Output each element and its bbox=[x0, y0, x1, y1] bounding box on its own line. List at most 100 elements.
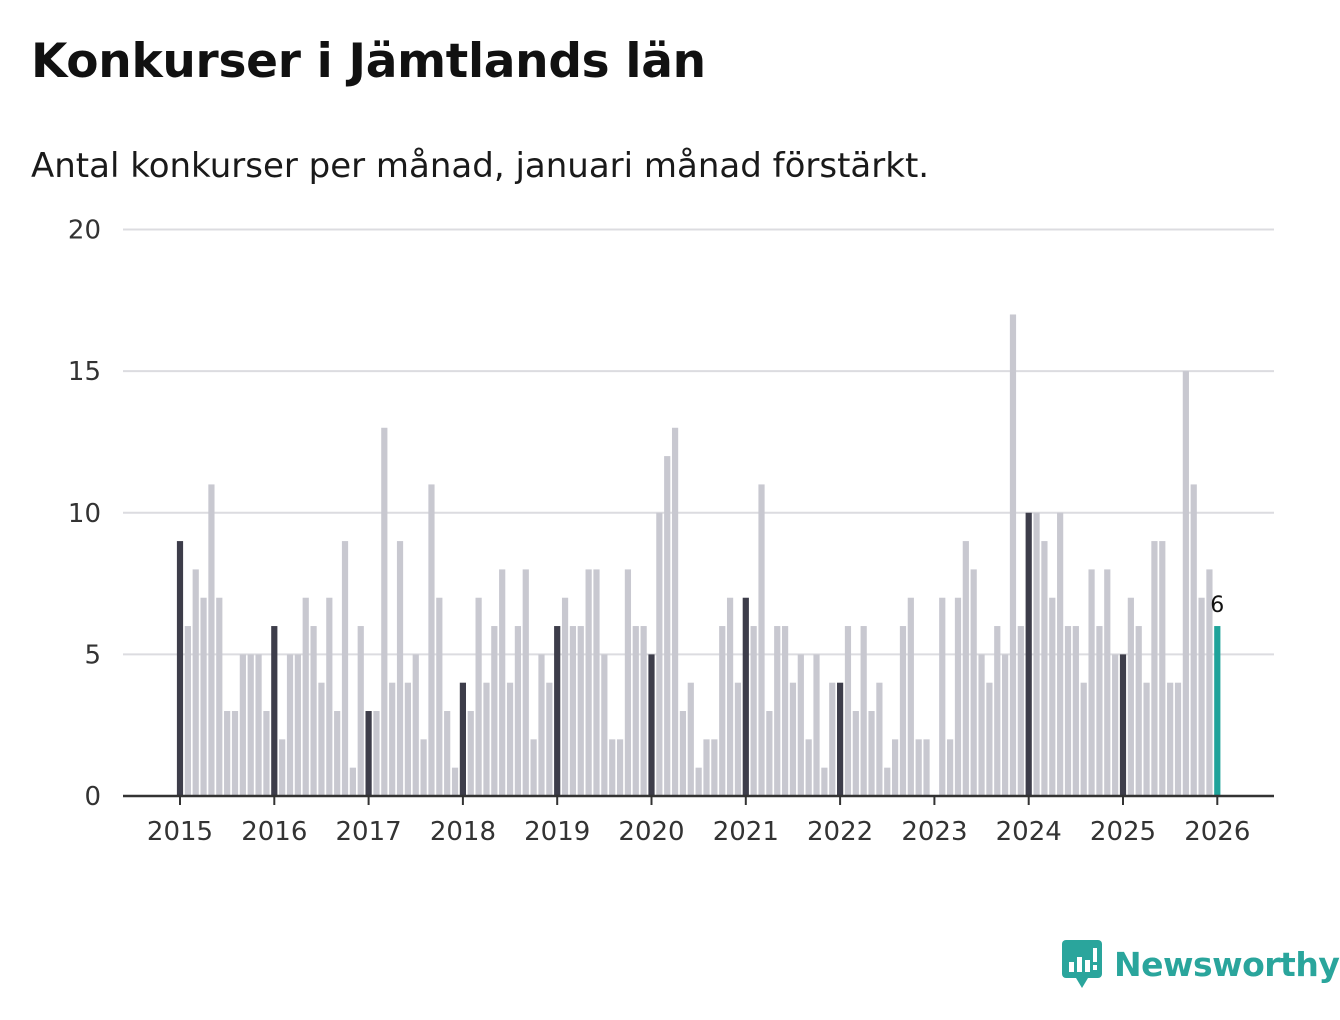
bar bbox=[1182, 371, 1189, 797]
bar bbox=[868, 711, 875, 796]
bar bbox=[341, 541, 349, 796]
bar bbox=[451, 767, 459, 796]
y-tick-label: 15 bbox=[68, 357, 101, 387]
bar bbox=[1127, 597, 1134, 796]
bar bbox=[1033, 512, 1040, 796]
bar bbox=[310, 626, 317, 796]
bar bbox=[1135, 626, 1142, 796]
bar bbox=[216, 597, 223, 796]
bar bbox=[184, 626, 191, 796]
bar bbox=[915, 739, 922, 796]
bar bbox=[758, 484, 765, 796]
bar bbox=[986, 682, 993, 796]
bar bbox=[279, 739, 286, 796]
bar bbox=[1096, 626, 1103, 796]
bar bbox=[530, 739, 537, 796]
bar bbox=[538, 654, 545, 797]
bar bbox=[726, 597, 734, 796]
bar bbox=[506, 682, 514, 796]
bar bbox=[499, 569, 506, 796]
bar bbox=[947, 739, 954, 796]
bar bbox=[428, 484, 435, 796]
bar bbox=[781, 626, 789, 796]
bar bbox=[829, 682, 836, 796]
bar-january bbox=[365, 711, 372, 796]
bar bbox=[1009, 314, 1017, 796]
bar bbox=[852, 711, 859, 796]
bar bbox=[318, 682, 325, 796]
x-tick-label: 2016 bbox=[241, 817, 307, 847]
bar bbox=[569, 626, 577, 796]
bar bbox=[821, 767, 828, 796]
bar bbox=[797, 654, 804, 797]
bar bbox=[899, 626, 907, 796]
bar bbox=[616, 739, 624, 796]
y-tick-label: 5 bbox=[84, 640, 101, 670]
bar bbox=[624, 569, 632, 796]
bar bbox=[774, 626, 781, 796]
bar bbox=[255, 654, 262, 797]
bar bbox=[444, 711, 451, 796]
bar bbox=[334, 711, 341, 796]
bar bbox=[514, 626, 522, 796]
bar bbox=[1112, 654, 1119, 797]
bar bbox=[239, 654, 246, 797]
bar-january bbox=[1119, 654, 1127, 797]
bar bbox=[1206, 569, 1213, 796]
bar bbox=[844, 626, 852, 796]
bar bbox=[420, 739, 427, 796]
y-tick-label: 10 bbox=[68, 499, 101, 529]
x-tick-label: 2026 bbox=[1184, 817, 1250, 847]
bar bbox=[805, 739, 812, 796]
x-tick-label: 2024 bbox=[996, 817, 1062, 847]
bar bbox=[978, 654, 985, 797]
x-tick-label: 2021 bbox=[713, 817, 779, 847]
bar bbox=[1017, 626, 1024, 796]
bar bbox=[750, 626, 757, 796]
bar bbox=[1049, 597, 1056, 796]
bar bbox=[970, 569, 977, 796]
bar bbox=[231, 711, 239, 796]
bar bbox=[491, 626, 498, 796]
bar bbox=[404, 682, 411, 796]
bar-january bbox=[459, 682, 466, 796]
bar-january bbox=[554, 626, 561, 796]
bar-january bbox=[742, 597, 749, 796]
bar bbox=[1167, 682, 1174, 796]
bar bbox=[436, 597, 443, 796]
bar bbox=[1143, 682, 1150, 796]
chart-title: Konkurser i Jämtlands län bbox=[31, 34, 706, 89]
bar bbox=[577, 626, 584, 796]
bar bbox=[954, 597, 962, 796]
bar bbox=[1080, 682, 1087, 796]
bar bbox=[939, 597, 946, 796]
bar bbox=[876, 682, 883, 796]
bar bbox=[483, 682, 490, 796]
bar bbox=[1151, 541, 1158, 796]
bar bbox=[962, 541, 969, 796]
bar bbox=[679, 711, 687, 796]
bar bbox=[585, 569, 592, 796]
bar bbox=[687, 682, 694, 796]
bar-january bbox=[648, 654, 655, 797]
bar bbox=[664, 456, 671, 796]
bar bbox=[907, 597, 914, 796]
bar-january bbox=[271, 626, 278, 796]
bar bbox=[1174, 682, 1182, 796]
x-tick-label: 2018 bbox=[430, 817, 496, 847]
bar bbox=[1057, 512, 1064, 796]
x-tick-label: 2015 bbox=[147, 817, 213, 847]
x-tick-label: 2022 bbox=[807, 817, 873, 847]
bar bbox=[695, 767, 702, 796]
bar bbox=[671, 427, 679, 796]
bar bbox=[1190, 484, 1197, 796]
bar bbox=[1064, 626, 1072, 796]
bar bbox=[813, 654, 820, 797]
bar bbox=[884, 767, 891, 796]
x-tick-label: 2017 bbox=[336, 817, 402, 847]
bar bbox=[789, 682, 797, 796]
x-tick-label: 2020 bbox=[618, 817, 684, 847]
bar bbox=[546, 682, 553, 796]
bar bbox=[192, 569, 199, 796]
bar bbox=[640, 626, 647, 796]
